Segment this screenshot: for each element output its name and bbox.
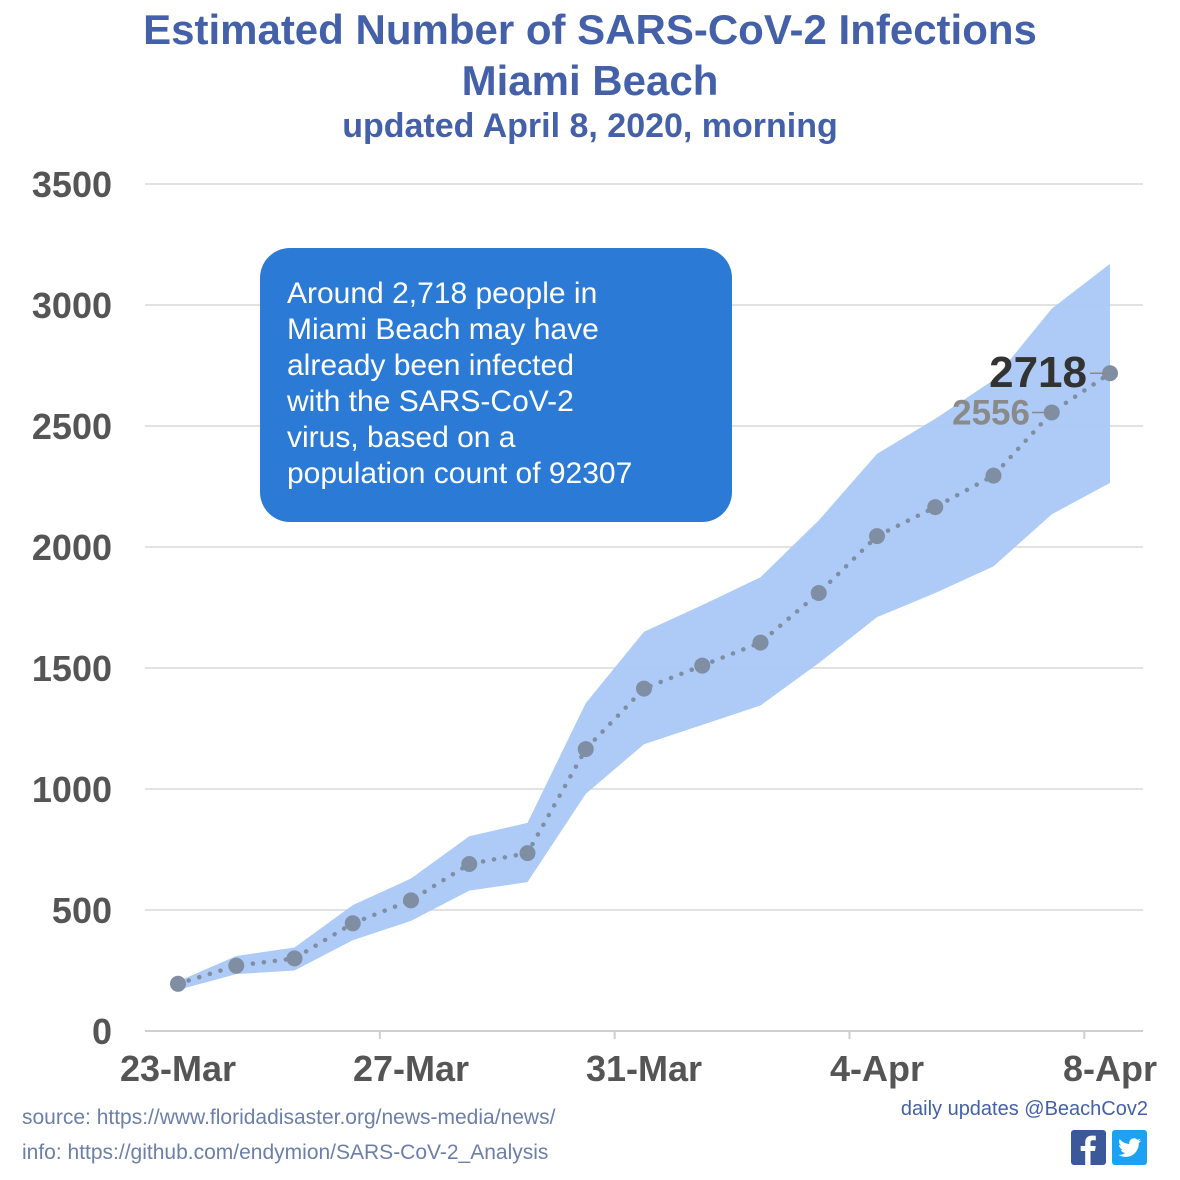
- data-point: [927, 499, 944, 516]
- annotation-line: already been infected: [287, 349, 574, 382]
- y-tick-label: 2500: [32, 406, 112, 447]
- y-tick-label: 3500: [32, 164, 112, 205]
- annotation-line: Around 2,718 people in: [287, 277, 597, 310]
- y-tick-label: 0: [92, 1011, 112, 1052]
- chart-location: Miami Beach: [461, 57, 719, 105]
- data-point: [752, 634, 769, 651]
- info-link[interactable]: info: https://github.com/endymion/SARS-C…: [22, 1141, 549, 1164]
- data-point: [810, 584, 827, 601]
- data-point: [170, 975, 186, 992]
- y-tick-label: 2000: [32, 527, 112, 568]
- data-point: [636, 680, 652, 697]
- data-point: [519, 845, 536, 862]
- y-tick-label: 500: [52, 890, 112, 931]
- data-point: [985, 467, 1002, 484]
- data-point: [228, 957, 245, 974]
- x-tick-label: 4-Apr: [830, 1048, 924, 1089]
- annotation-line: Miami Beach may have: [287, 313, 599, 346]
- chart-title-block: Estimated Number of SARS-CoV-2 Infection…: [0, 4, 1180, 148]
- x-tick-label: 31-Mar: [586, 1048, 702, 1089]
- data-point: [694, 657, 711, 674]
- data-point: [869, 528, 885, 545]
- x-tick-label: 27-Mar: [353, 1048, 469, 1089]
- data-point: [577, 741, 594, 758]
- twitter-icon[interactable]: [1112, 1130, 1147, 1165]
- annotation-line: virus, based on a: [287, 421, 516, 454]
- y-tick-label: 1500: [32, 648, 112, 689]
- x-tick-label: 23-Mar: [120, 1048, 236, 1089]
- point-label: 2556: [952, 393, 1030, 432]
- data-point: [286, 950, 303, 967]
- y-tick-label: 3000: [32, 285, 112, 326]
- data-point: [344, 915, 361, 932]
- x-tick-label: 8-Apr: [1063, 1048, 1157, 1089]
- footer-sources: source: https://www.floridadisaster.org/…: [22, 1100, 555, 1170]
- annotation-text: Around 2,718 people in Miami Beach may ha…: [286, 277, 632, 490]
- y-tick-label: 1000: [32, 769, 112, 810]
- daily-updates-label[interactable]: daily updates @BeachCov2: [900, 1098, 1148, 1120]
- data-point: [461, 856, 478, 873]
- annotation-box: [260, 248, 732, 522]
- source-link[interactable]: source: https://www.floridadisaster.org/…: [22, 1106, 556, 1129]
- data-point: [403, 892, 419, 909]
- point-label: 2718: [989, 348, 1087, 397]
- annotation-line: population count of 92307: [287, 457, 632, 490]
- estimate-line: [175, 370, 1113, 987]
- chart-title: Estimated Number of SARS-CoV-2 Infection…: [143, 6, 1037, 53]
- facebook-icon[interactable]: [1071, 1130, 1106, 1165]
- annotation-line: with the SARS-CoV-2: [286, 385, 574, 418]
- chart-update-date: updated April 8, 2020, morning: [342, 107, 838, 146]
